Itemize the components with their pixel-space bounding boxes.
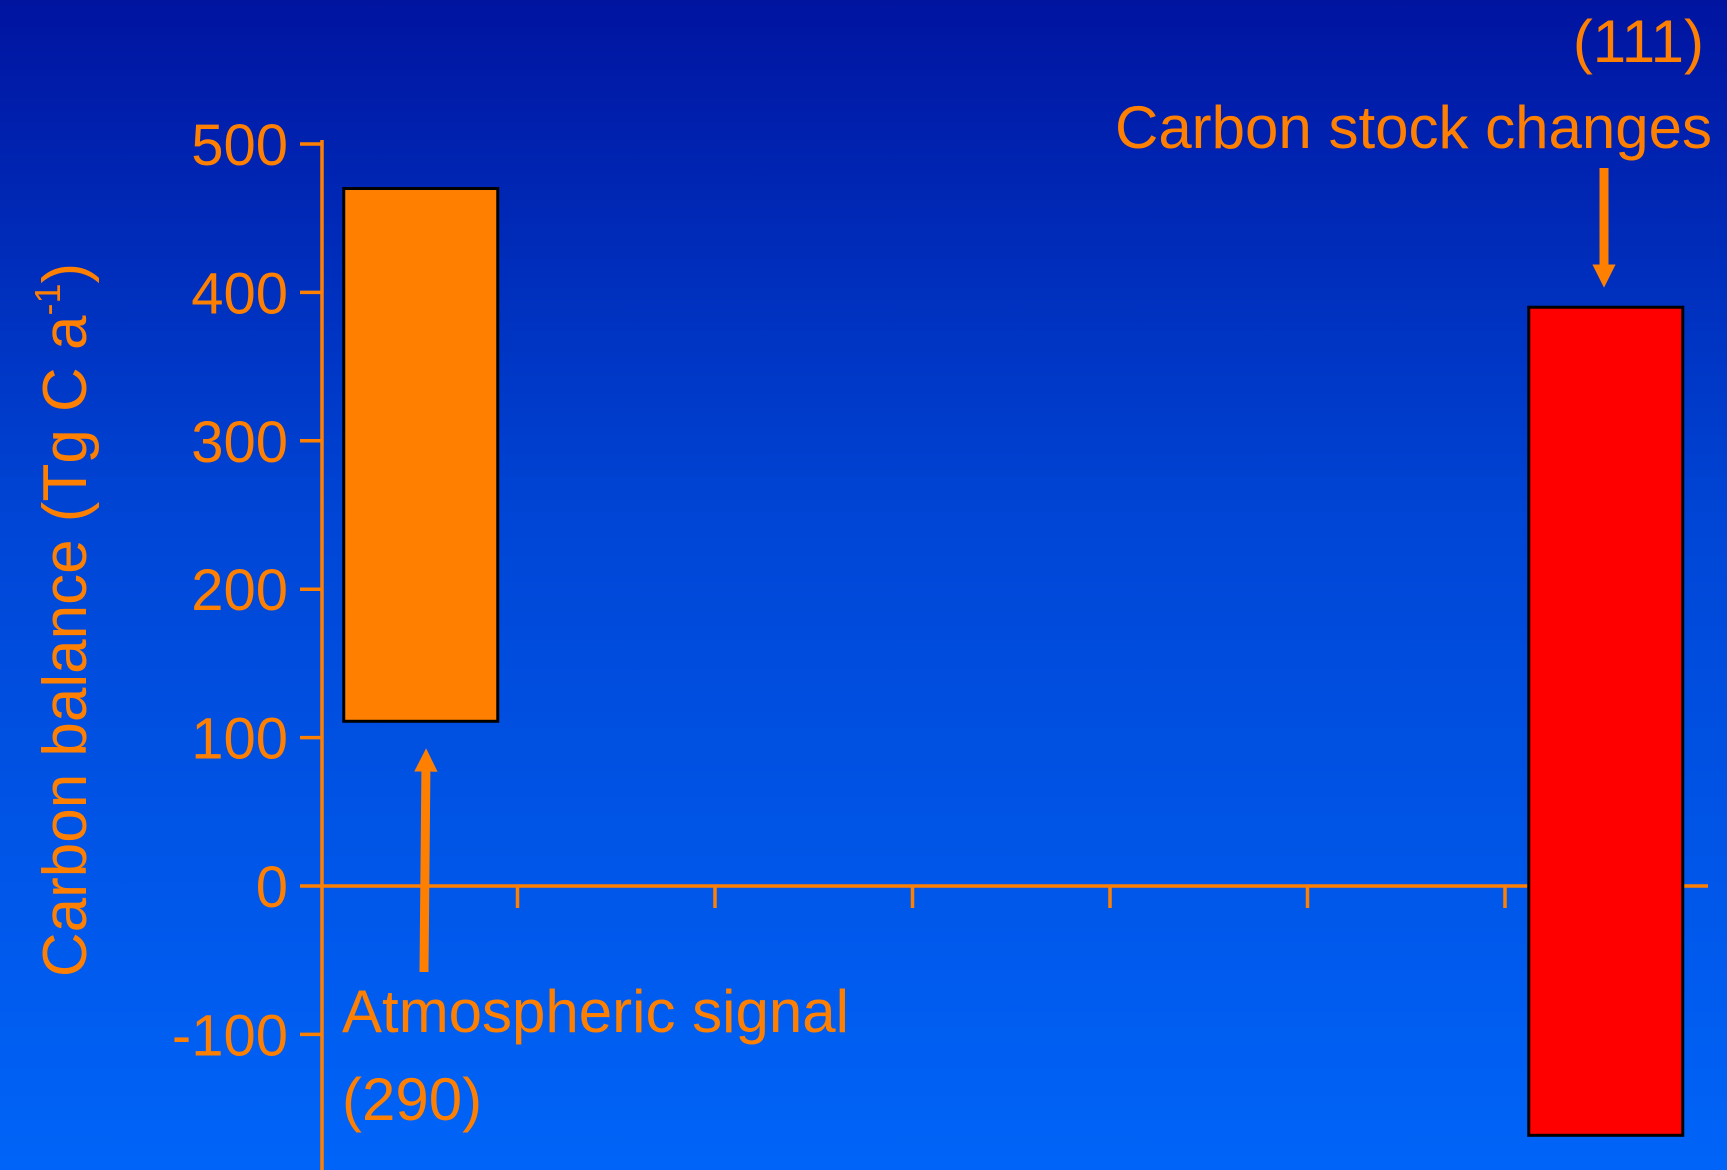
y-tick-label: 200 — [191, 558, 288, 623]
axes: 500 400 300 200 100 0 -100 — [172, 113, 1708, 1170]
y-tick-label: 400 — [191, 261, 288, 326]
y-tick-label: -100 — [172, 1003, 288, 1068]
y-tick-label: 100 — [191, 707, 288, 772]
atmospheric-signal-bar — [342, 187, 500, 723]
y-tick-label: 500 — [191, 113, 288, 178]
bars — [342, 187, 1685, 1137]
carbon-stock-bar — [1527, 305, 1685, 1137]
atmospheric-signal-label: Atmospheric signal — [342, 978, 849, 1045]
y-axis-label: Carbon balance (Tg C a-1) — [27, 263, 100, 977]
atmospheric-signal-value: (290) — [342, 1066, 482, 1133]
y-axis-label-superscript: -1 — [27, 283, 68, 315]
atmospheric-signal-arrow — [414, 748, 438, 973]
y-axis-label-main: Carbon balance (Tg C a — [31, 315, 100, 977]
carbon-stock-label: Carbon stock changes — [1115, 94, 1712, 161]
y-tick-label: 300 — [191, 410, 288, 475]
y-tick-label: 0 — [256, 855, 288, 920]
y-axis-label-close: ) — [31, 263, 100, 284]
carbon-stock-value: (111) — [1573, 8, 1704, 75]
